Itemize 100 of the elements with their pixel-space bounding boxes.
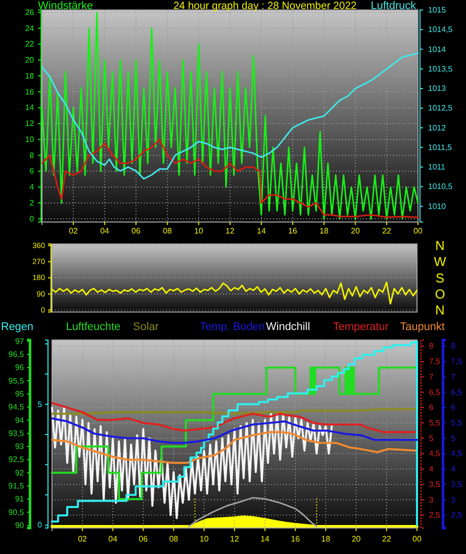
x-tick-label: 02	[68, 226, 78, 236]
text: Regen	[1, 321, 34, 333]
y-tick-label: 3,5	[451, 480, 463, 489]
y2-tick-label: 5,5	[429, 418, 441, 428]
y2-tick-label: 1012,5	[428, 104, 454, 113]
y-tick-label: 8	[451, 342, 456, 351]
x-tick-label: 06	[138, 534, 148, 544]
text: W	[434, 254, 447, 270]
x-tick-label: 12	[230, 534, 240, 544]
y-tick-label: 91	[15, 494, 25, 504]
y2-tick-label: 7,5	[429, 357, 441, 366]
y-tick-label: 7	[451, 372, 456, 382]
x-tick-label: 06	[132, 226, 141, 236]
y2-tick-label: 2,5	[429, 510, 441, 520]
line-series	[51, 406, 333, 520]
y-tick-label: 14	[25, 103, 35, 112]
y-tick-label: 92,5	[8, 455, 25, 464]
line-series	[51, 431, 418, 464]
chart-title: 24 hour graph day : 28 November 2022	[173, 0, 357, 12]
text: Luftfeuchte	[66, 321, 120, 333]
y-axis-title: Windstärke	[38, 0, 94, 12]
y-tick-label: 12	[25, 119, 35, 128]
line-series	[41, 138, 419, 218]
x-tick-label: 02	[78, 534, 88, 544]
x-tick-label: 20	[350, 226, 360, 236]
y2-tick-label: 1011	[428, 162, 446, 172]
y2-axis-title: Luftdruck	[370, 0, 416, 12]
y-tick-label: 0	[30, 214, 35, 224]
y-tick-label: 91,5	[8, 481, 25, 490]
y2-tick-label: 1012	[428, 123, 446, 132]
y-tick-label: 95,5	[8, 376, 25, 386]
y-tick-label: 96,5	[8, 350, 25, 360]
y2-tick-label: 1010,5	[428, 182, 454, 192]
y-tick-label: 94,5	[8, 402, 25, 412]
text: Temperatur	[333, 321, 389, 333]
x-tick-label: 04	[100, 226, 110, 236]
y-tick-label: 5	[451, 434, 456, 443]
y2-tick-label: 1014	[428, 44, 446, 54]
x-tick-label: 08	[169, 534, 179, 544]
y-tick-label: 90	[15, 520, 25, 530]
y2-tick-label: 1010	[428, 202, 446, 211]
y2-tick-label: 1013	[428, 84, 446, 94]
y2-tick-label: 5	[429, 434, 434, 443]
text: O	[434, 286, 446, 302]
y2-tick-label: 8	[429, 342, 434, 351]
y-tick-label: 6	[451, 403, 456, 412]
y-tick-label: 6,5	[451, 388, 463, 397]
y-tick-label: 2	[30, 198, 35, 208]
x-tick-label: 10	[200, 534, 210, 544]
x-tick-label: 14	[256, 226, 266, 236]
y-tick-label: 4	[451, 464, 456, 474]
text: S	[436, 270, 445, 286]
line-series	[51, 417, 418, 444]
text: Solar	[133, 321, 160, 333]
x-tick-label: 00	[414, 226, 423, 236]
x-tick-label: 12	[226, 226, 235, 236]
x-tick-label: 22	[382, 226, 392, 236]
x-tick-label: 16	[288, 226, 298, 236]
y2-tick-label: 7	[429, 372, 434, 382]
x-tick-label: 10	[194, 226, 204, 236]
line-series	[51, 402, 418, 434]
y2-tick-label: 6	[429, 403, 434, 412]
y-tick-label: 93,5	[8, 428, 25, 438]
y-tick-label: 18	[25, 71, 35, 80]
y-tick-label: 7,5	[451, 357, 463, 366]
x-tick-label: 08	[162, 226, 172, 236]
text: Windchill	[266, 321, 310, 333]
y2-tick-label: 6,5	[429, 388, 441, 397]
y-tick-label: 24	[25, 24, 35, 33]
x-tick-label: 16	[290, 534, 300, 544]
x-tick-label: 00	[412, 534, 422, 544]
y2-tick-label: 1013,5	[428, 64, 454, 74]
y-tick-label: 4	[30, 182, 35, 192]
y-tick-label: 92	[15, 468, 25, 478]
y2-tick-label: 3	[429, 495, 434, 504]
y-tick-label: 90,5	[8, 508, 25, 517]
x-tick-label: 04	[108, 534, 118, 544]
y-tick-label: 97	[15, 336, 25, 346]
x-tick-label: 20	[352, 534, 362, 544]
y-tick-label: 26	[25, 8, 35, 17]
x-tick-label: 22	[382, 534, 392, 544]
y2-tick-label: 1011,5	[428, 142, 452, 152]
text: N	[435, 302, 445, 318]
x-tick-label: 18	[321, 534, 331, 544]
y2-tick-label: 4	[429, 464, 434, 474]
y2-tick-label: 3,5	[429, 480, 441, 489]
y-tick-label: 4,5	[451, 449, 463, 458]
y-tick-label: 95	[15, 389, 25, 398]
x-tick-label: 14	[260, 534, 270, 544]
y-tick-label: 96	[15, 363, 25, 372]
y2-tick-label: 1014,5	[428, 25, 454, 34]
y-tick-label: 93	[15, 442, 25, 452]
y-tick-label: 16	[25, 87, 35, 96]
y-tick-label: 22	[25, 40, 35, 49]
y-tick-label: 2,5	[451, 510, 463, 520]
y-tick-label: 94	[15, 416, 25, 425]
y-tick-label: 6	[30, 166, 35, 176]
text: N	[435, 238, 445, 254]
text: Taupunkt	[400, 321, 445, 333]
x-tick-label: 18	[320, 226, 329, 236]
